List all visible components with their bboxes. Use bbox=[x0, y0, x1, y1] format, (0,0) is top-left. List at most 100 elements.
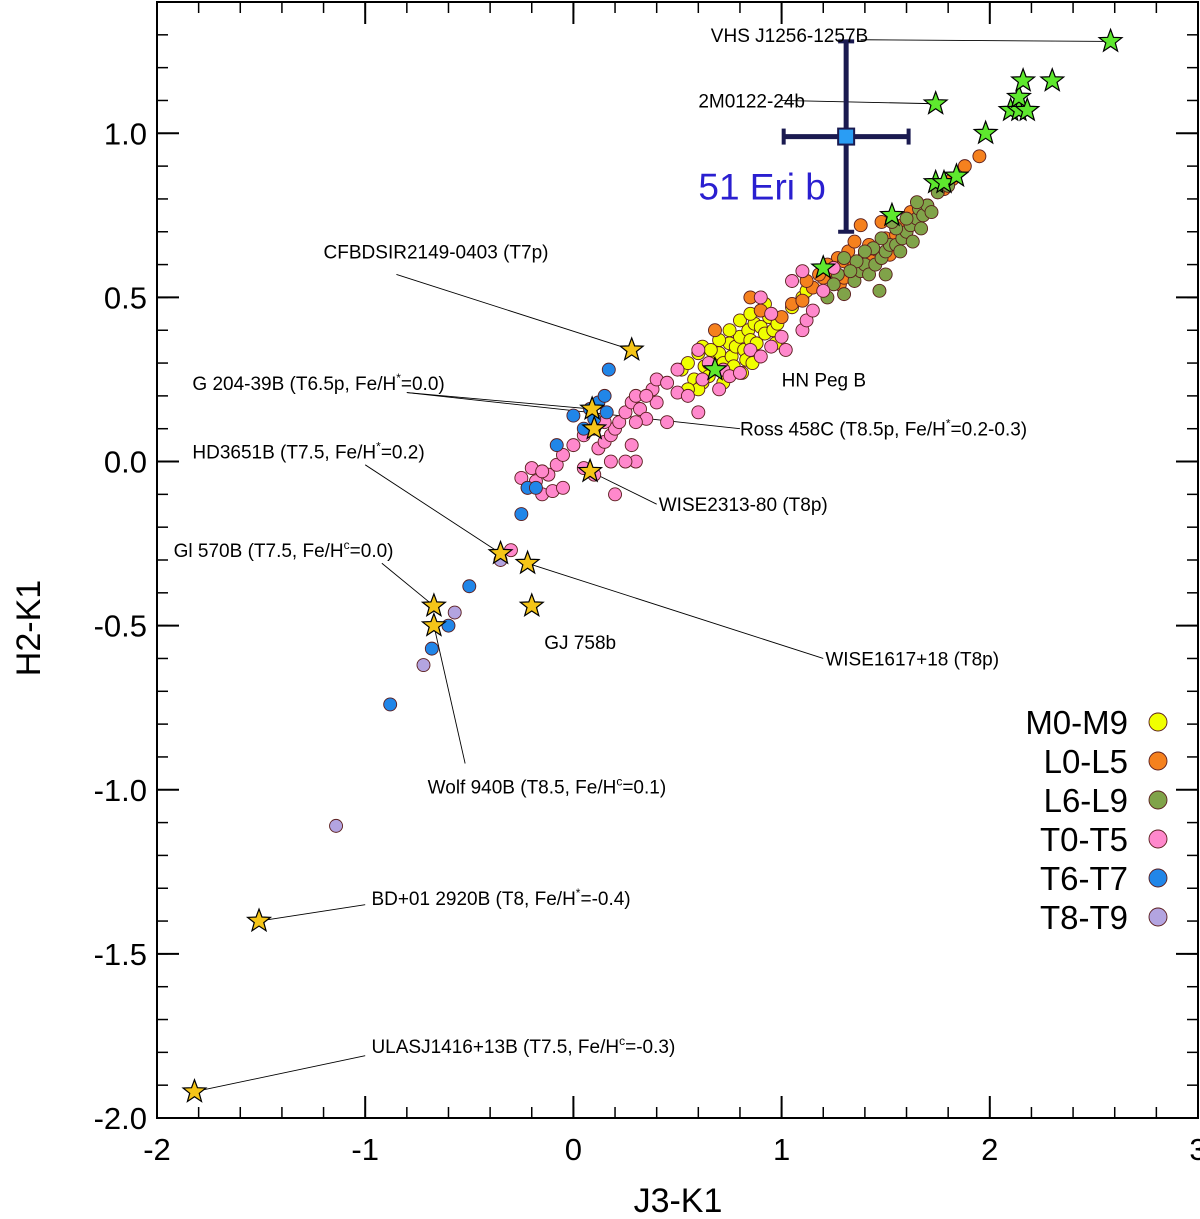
point-t6-t7 bbox=[514, 507, 529, 521]
star-marker-yellow bbox=[487, 539, 514, 565]
point-t6-t7 bbox=[424, 641, 439, 656]
point-l6-l9 bbox=[924, 205, 939, 220]
point-t0-t5 bbox=[633, 402, 647, 416]
point-l6-l9 bbox=[909, 195, 924, 210]
star-marker-yellow bbox=[518, 592, 545, 618]
point-t0-t5 bbox=[556, 448, 570, 462]
star-marker-yellow bbox=[581, 414, 608, 440]
star-marker-yellow bbox=[618, 336, 645, 362]
point-t0-t5 bbox=[805, 303, 820, 318]
y-tick-label: 0.0 bbox=[104, 445, 147, 480]
point-l6-l9 bbox=[878, 267, 893, 282]
leader-line-2m0122 bbox=[781, 100, 936, 105]
point-t0-t5 bbox=[612, 415, 627, 430]
legend-label-m0-m9: M0-M9 bbox=[1025, 704, 1128, 741]
point-t0-t5 bbox=[670, 362, 685, 377]
y-tick-label: -0.5 bbox=[94, 609, 147, 644]
annotation-hd3651: HD3651B (T7.5, Fe/H*=0.2) bbox=[192, 440, 424, 464]
axis-ticks: -2 -1 0 1 2 3 -2.0 -1.5 -1.0 -0.5 0.0 0.5 1.0 bbox=[94, 1, 1200, 1167]
leader-line-g204 bbox=[406, 392, 593, 410]
point-t8-t9 bbox=[416, 658, 431, 672]
point-l6-l9 bbox=[905, 234, 920, 249]
star-marker-green bbox=[922, 90, 949, 115]
leader-line-vhs bbox=[860, 39, 1111, 42]
star-marker-yellow bbox=[514, 549, 541, 575]
point-l6-l9 bbox=[843, 264, 858, 279]
point-t0-t5 bbox=[753, 290, 768, 305]
annotation-wise1617: WISE1617+18 (T8p) bbox=[825, 649, 999, 670]
point-l6-l9 bbox=[899, 211, 914, 226]
leader-line-hd3651 bbox=[364, 464, 501, 554]
point-t6-t7 bbox=[528, 480, 543, 495]
point-t0-t5 bbox=[680, 388, 695, 403]
leader-line-cfbdsir bbox=[396, 274, 632, 351]
point-t6-t7 bbox=[462, 579, 477, 594]
point-l6-l9 bbox=[872, 283, 887, 298]
point-t6-t7 bbox=[383, 697, 398, 712]
y-tick-label: 0.5 bbox=[104, 280, 147, 315]
star-marker-green bbox=[972, 119, 999, 145]
point-l0-l5 bbox=[847, 234, 862, 249]
star-marker-yellow bbox=[181, 1078, 208, 1103]
point-l6-l9 bbox=[857, 244, 872, 259]
point-t8-t9 bbox=[329, 818, 344, 833]
point-t0-t5 bbox=[785, 274, 799, 288]
point-t0-t5 bbox=[660, 415, 675, 430]
leader-line-wolf940 bbox=[433, 625, 466, 764]
legend-label-l6-l9: L6-L9 bbox=[1044, 782, 1128, 819]
point-l6-l9 bbox=[826, 277, 841, 292]
legend-marker-m0-m9 bbox=[1148, 712, 1168, 732]
point-t0-t5 bbox=[566, 438, 581, 453]
annotation-vhs: VHS J1256-1257B bbox=[711, 26, 868, 47]
point-m0-m9 bbox=[680, 356, 695, 371]
star-marker-green bbox=[878, 201, 906, 227]
point-t0-t5 bbox=[618, 405, 633, 420]
annotation-hnpeg: HN Peg B bbox=[782, 370, 866, 391]
annotation-leader-lines bbox=[194, 39, 1111, 1093]
x-tick-label: 0 bbox=[565, 1132, 582, 1167]
star-marker-green bbox=[1010, 67, 1037, 92]
y-tick-label: 1.0 bbox=[104, 116, 147, 151]
star-markers bbox=[181, 27, 1124, 1103]
point-t0-t5 bbox=[628, 415, 643, 430]
star-marker-yellow bbox=[420, 611, 447, 637]
data-points bbox=[329, 149, 987, 833]
star-marker-green bbox=[810, 254, 837, 279]
point-t0-t5 bbox=[556, 480, 570, 495]
point-t0-t5 bbox=[799, 313, 814, 328]
legend-marker-l6-l9 bbox=[1148, 790, 1168, 810]
x-tick-label: 1 bbox=[773, 1132, 790, 1167]
point-l0-l5 bbox=[795, 293, 810, 308]
point-t0-t5 bbox=[774, 329, 789, 344]
star-marker-green bbox=[1097, 27, 1124, 53]
annotation-gj758: GJ 758b bbox=[544, 633, 616, 654]
star-marker-green bbox=[1039, 67, 1066, 92]
star-marker-yellow bbox=[579, 395, 606, 421]
point-t0-t5 bbox=[608, 487, 622, 502]
point-t6-t7 bbox=[599, 405, 614, 420]
point-l6-l9 bbox=[837, 287, 852, 302]
annotation-ross458: Ross 458C (T8.5p, Fe/H*=0.2-0.3) bbox=[740, 417, 1027, 441]
x-tick-label: 2 bbox=[981, 1132, 998, 1167]
point-t0-t5 bbox=[624, 438, 639, 453]
leader-line-ulas1416 bbox=[194, 1055, 366, 1093]
legend-marker-t8-t9 bbox=[1148, 907, 1168, 927]
star-marker-yellow bbox=[420, 592, 447, 618]
point-t6-t7 bbox=[566, 408, 581, 423]
annotation-gl570: Gl 570B (T7.5, Fe/Hc=0.0) bbox=[174, 538, 394, 562]
star-marker-green bbox=[1005, 83, 1033, 109]
point-t0-t5 bbox=[660, 375, 675, 390]
annotation-cfbdsir: CFBDSIR2149-0403 (T7p) bbox=[324, 242, 549, 263]
point-t0-t5 bbox=[695, 372, 710, 387]
point-l0-l5 bbox=[957, 159, 972, 174]
legend-marker-l0-l5 bbox=[1148, 751, 1168, 771]
leader-line-wise1617 bbox=[527, 562, 824, 659]
highlight-object: 51 Eri b bbox=[698, 39, 911, 234]
y-axis-label: H2-K1 bbox=[10, 580, 48, 676]
point-m0-m9 bbox=[722, 323, 737, 338]
point-t0-t5 bbox=[691, 405, 706, 420]
annotation-wolf940: Wolf 940B (T8.5, Fe/Hc=0.1) bbox=[428, 774, 667, 798]
annotation-2m0122: 2M0122-24b bbox=[698, 91, 805, 112]
